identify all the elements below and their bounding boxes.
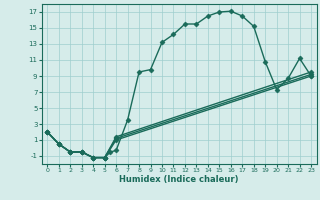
X-axis label: Humidex (Indice chaleur): Humidex (Indice chaleur)	[119, 175, 239, 184]
